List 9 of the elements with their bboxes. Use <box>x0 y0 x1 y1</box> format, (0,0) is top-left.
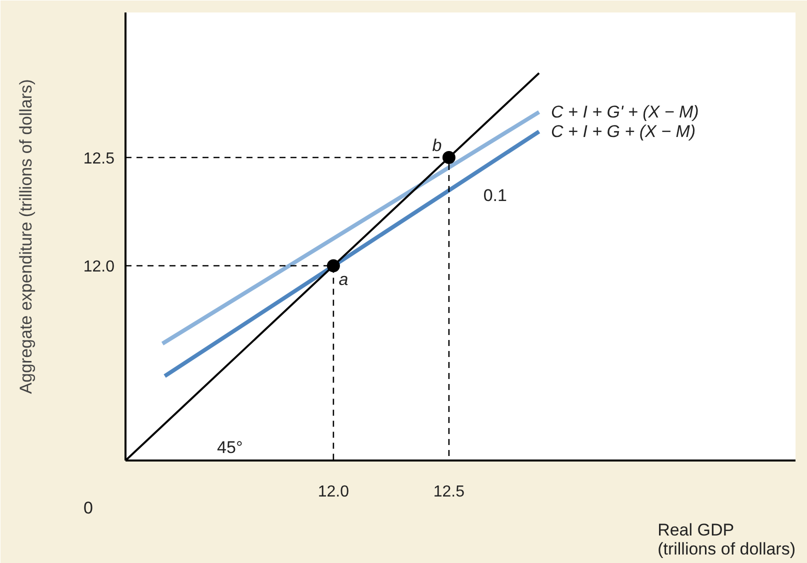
annotation: b <box>432 136 442 156</box>
series-label: C + I + G + (X − M) <box>551 122 696 142</box>
y-axis-title: Aggregate expenditure (trillions of dollars) <box>16 79 36 394</box>
annotation: 0.1 <box>483 186 507 205</box>
x-axis-title: Real GDP (trillions of dollars) <box>658 520 796 558</box>
annotation: 45° <box>217 438 243 458</box>
annotation: a <box>338 270 348 290</box>
series-label: C + I + G' + (X − M) <box>551 102 699 122</box>
text: 0 <box>84 498 93 518</box>
